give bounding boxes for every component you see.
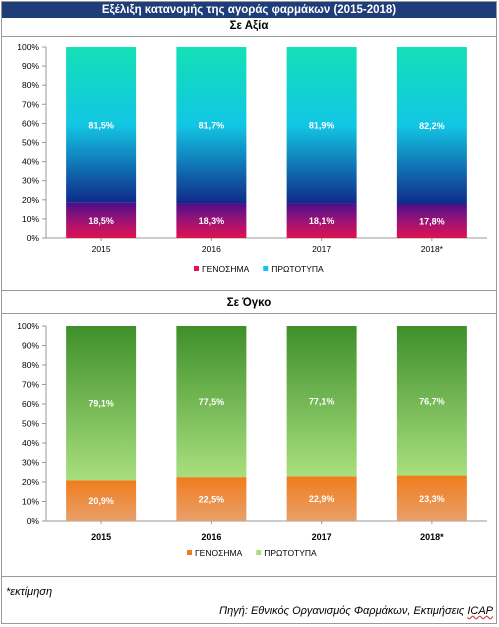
x-tick-label: 2016 [201, 532, 221, 542]
data-label: 18,1% [309, 216, 335, 226]
divider [2, 576, 496, 577]
bar-segment-original [286, 326, 357, 477]
y-tick-label: 80% [22, 80, 39, 90]
x-tick-label: 2018* [421, 244, 444, 254]
value-chart: 0% 10% 20% 30% 40% 50% 60% 70% 80% 90% 100% 18,5% 81… [17, 42, 487, 274]
y-tick-label: 70% [22, 380, 39, 390]
bar-segment-original [66, 326, 137, 481]
bar-segment-generic [176, 203, 247, 238]
divider [2, 290, 496, 291]
data-label: 18,5% [88, 216, 114, 226]
legend-label: ΠΡΩΤΟΤΥΠΑ [264, 548, 317, 558]
y-tick-label: 90% [22, 341, 39, 351]
data-label: 17,8% [419, 217, 445, 227]
chart-title-volume: Σε Όγκο [226, 297, 272, 309]
divider [2, 313, 496, 314]
bar-segment-original [176, 326, 247, 478]
y-tick-label: 50% [22, 419, 39, 429]
bar-segment-original [286, 47, 357, 204]
source-note: Πηγή: Εθνικός Οργανισμός Φαρμάκων, Εκτιμ… [219, 605, 493, 617]
data-label: 81,5% [88, 120, 114, 130]
y-tick-label: 40% [22, 157, 39, 167]
y-tick-label: 60% [22, 118, 39, 128]
bar-segment-original [396, 326, 467, 476]
source-org: ICAP [467, 605, 493, 617]
legend-label: ΓΕΝΟΣΗΜΑ [195, 548, 243, 558]
bar-segment-generic [396, 475, 467, 521]
y-tick-label: 30% [22, 458, 39, 468]
y-tick-label: 90% [22, 61, 39, 71]
legend-swatch [263, 266, 269, 271]
x-tick-label: 2015 [91, 532, 111, 542]
bar-segment-original [176, 47, 247, 204]
bar-segment-generic [286, 203, 357, 238]
legend-label: ΓΕΝΟΣΗΜΑ [202, 264, 250, 274]
data-label: 77,5% [199, 397, 225, 407]
legend-label: ΠΡΩΤΟΤΥΠΑ [271, 264, 324, 274]
data-label: 77,1% [309, 397, 335, 407]
y-tick-label: 70% [22, 99, 39, 109]
y-tick-label: 30% [22, 176, 39, 186]
data-label: 81,9% [309, 121, 335, 131]
x-tick-label: 2017 [312, 244, 331, 254]
data-label: 82,2% [419, 121, 445, 131]
data-label: 22,5% [199, 495, 225, 505]
footnote: *εκτίμηση [6, 586, 53, 598]
y-tick-label: 100% [17, 42, 39, 52]
divider [2, 36, 496, 37]
page-title: Εξέλιξη κατανομής της αγοράς φαρμάκων (2… [2, 2, 496, 18]
chart-title-value: Σε Αξία [229, 20, 269, 32]
x-tick-label: 2018* [420, 532, 444, 542]
bar-segment-original [66, 47, 137, 203]
y-tick-label: 10% [22, 497, 39, 507]
y-tick-label: 20% [22, 477, 39, 487]
bar-segment-generic [66, 202, 137, 238]
data-label: 81,7% [199, 121, 225, 131]
y-tick-label: 50% [22, 138, 39, 148]
y-tick-label: 40% [22, 438, 39, 448]
bar-segment-generic [396, 204, 467, 238]
y-tick-label: 0% [27, 516, 40, 526]
x-tick-label: 2016 [202, 244, 221, 254]
y-tick-label: 100% [17, 321, 39, 331]
y-tick-label: 0% [27, 233, 40, 243]
data-label: 18,3% [199, 216, 225, 226]
x-tick-label: 2015 [92, 244, 111, 254]
legend-swatch [194, 266, 199, 271]
bar-segment-original [396, 47, 467, 205]
data-label: 79,1% [88, 399, 114, 409]
legend-swatch [256, 550, 262, 555]
bar-segment-generic [66, 480, 137, 521]
y-tick-label: 20% [22, 195, 39, 205]
data-label: 22,9% [309, 494, 335, 504]
legend-swatch [187, 550, 192, 555]
data-label: 76,7% [419, 396, 445, 406]
source-text: Πηγή: Εθνικός Οργανισμός Φαρμάκων, Εκτιμ… [219, 605, 465, 617]
y-tick-label: 60% [22, 399, 39, 409]
y-tick-label: 80% [22, 360, 39, 370]
data-label: 20,9% [88, 496, 114, 506]
bar-segment-generic [286, 476, 357, 521]
volume-chart: 0% 10% 20% 30% 40% 50% 60% 70% 80% 90% 100% 20,9% 79… [17, 321, 487, 558]
x-tick-label: 2017 [312, 532, 332, 542]
bar-segment-generic [176, 477, 247, 521]
data-label: 23,3% [419, 494, 445, 504]
y-tick-label: 10% [22, 214, 39, 224]
